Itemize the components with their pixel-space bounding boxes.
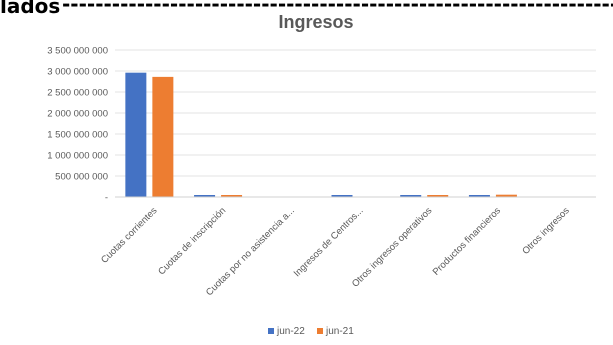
- y-tick-label: 3 000 000 000: [47, 67, 108, 78]
- y-tick-label: 500 000 000: [55, 172, 108, 183]
- bar-jun-22-4: [400, 195, 422, 197]
- legend-label: jun-21: [325, 326, 354, 337]
- legend-label: jun-22: [276, 326, 305, 337]
- legend: jun-22 jun-21: [268, 326, 354, 337]
- x-tick-label: Otros ingresos operativos: [350, 205, 434, 289]
- y-tick-label: 1 500 000 000: [47, 130, 108, 141]
- x-tick-label: Cuotas de inscripción: [156, 205, 228, 277]
- y-tick-label: 3 500 000 000: [47, 46, 108, 57]
- y-tick-label: 2 500 000 000: [47, 88, 108, 99]
- bar-jun-22-5: [468, 195, 490, 197]
- y-tick-label: 1 000 000 000: [47, 151, 108, 162]
- bar-jun-21-5: [495, 194, 517, 197]
- y-tick-label: 2 000 000 000: [47, 109, 108, 120]
- bar-jun-21-0: [152, 76, 174, 197]
- bar-jun-21-4: [427, 195, 449, 197]
- legend-swatch: [317, 328, 323, 334]
- y-axis: - 500 000 000 1 000 000 000 1 500 000 000 2 …: [47, 46, 108, 204]
- legend-swatch: [268, 328, 274, 334]
- bars: [125, 72, 517, 197]
- x-tick-label: Productos financieros: [431, 205, 504, 278]
- x-tick-label: Ingresos de Centros...: [292, 205, 366, 279]
- x-tick-label: Otros ingresos: [520, 205, 572, 257]
- bar-jun-22-1: [194, 195, 216, 197]
- dashed-rule: ----------------------------------------…: [62, 0, 613, 16]
- page-heading-fragment: lados: [0, 0, 61, 18]
- gridlines: [115, 49, 596, 198]
- x-tick-label: Cuotas corrientes: [99, 205, 160, 266]
- bar-jun-22-0: [125, 72, 147, 197]
- chart-title: Ingresos: [278, 12, 353, 32]
- bar-jun-22-3: [331, 195, 353, 197]
- bar-jun-21-1: [221, 195, 243, 197]
- y-tick-label: -: [105, 193, 108, 204]
